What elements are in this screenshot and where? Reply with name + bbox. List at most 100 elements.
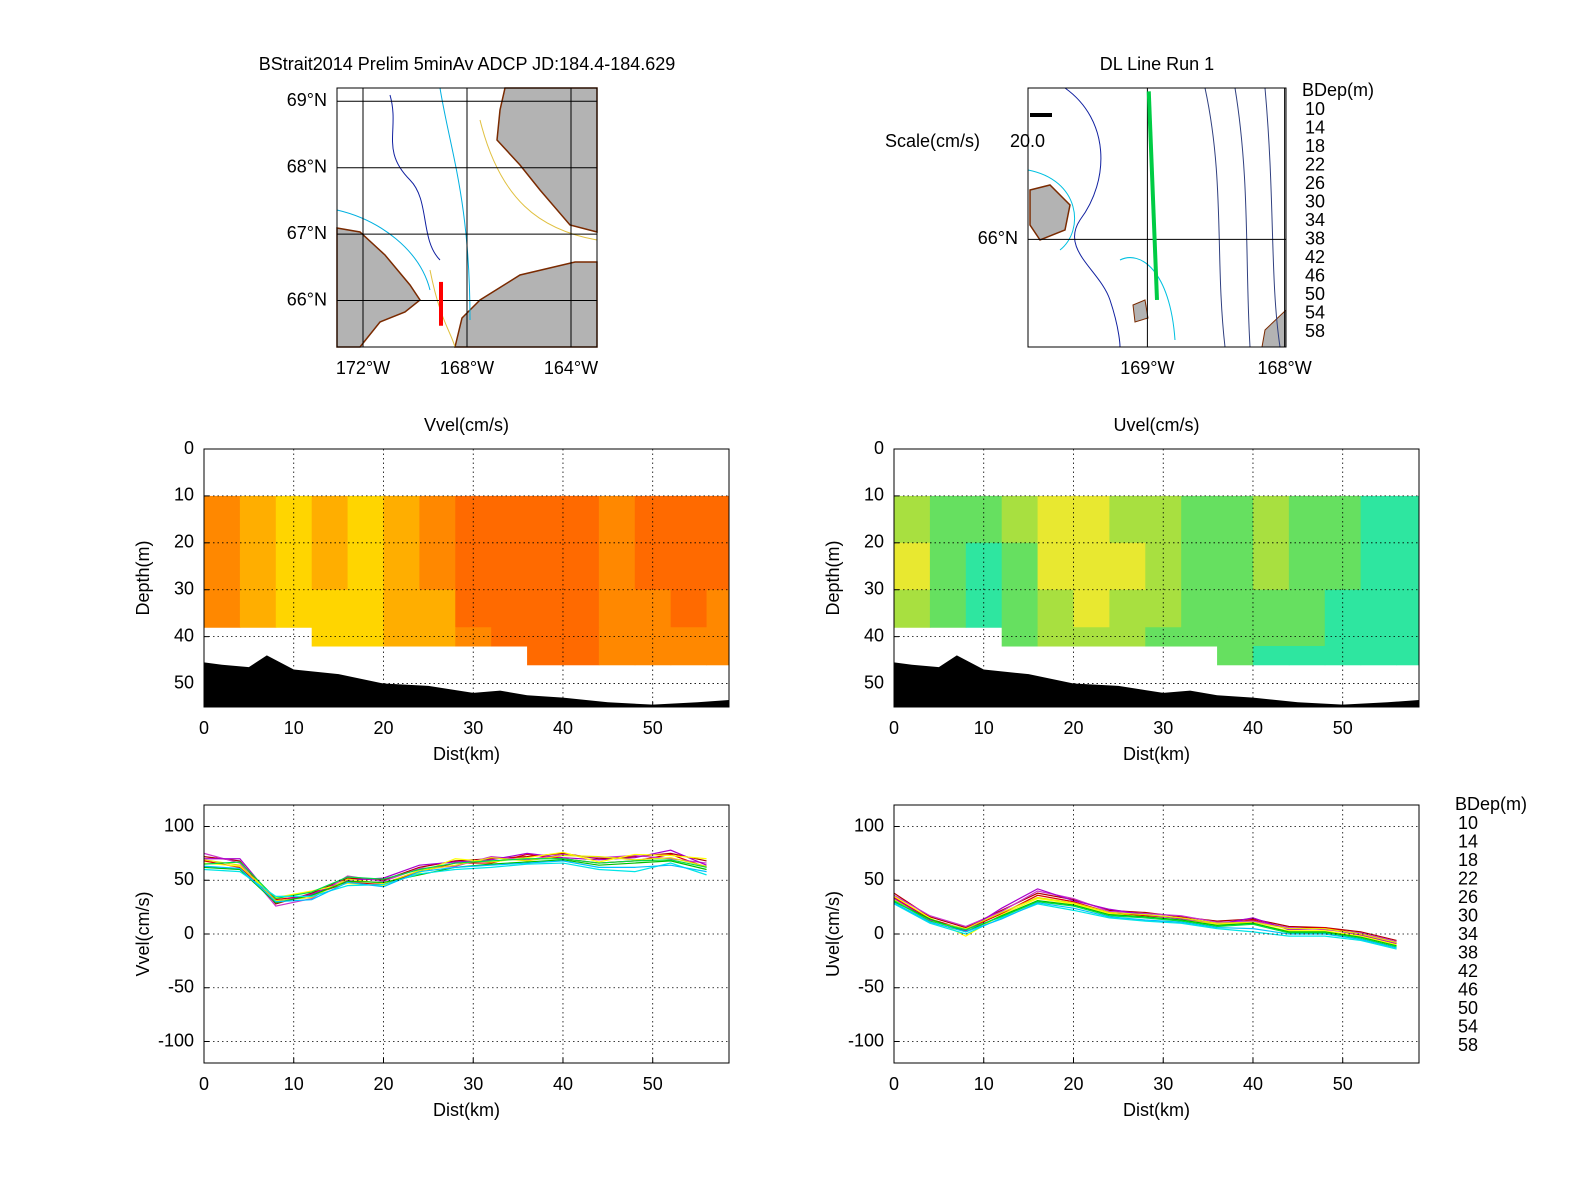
- field-cell: [562, 646, 600, 666]
- field-cell: [1288, 495, 1326, 544]
- field-cell: [1073, 627, 1110, 647]
- legend-entry: 10: [1305, 99, 1325, 119]
- field-cell: [929, 495, 967, 544]
- y-tick-label: -50: [858, 977, 884, 997]
- field-cell: [894, 589, 931, 628]
- field-cell: [1181, 627, 1218, 647]
- y-tick-label: 69°N: [287, 90, 327, 110]
- y-tick-label: 0: [874, 438, 884, 458]
- legend-entry: 14: [1458, 831, 1478, 851]
- scale-value: 20.0: [1010, 131, 1045, 151]
- field-cell: [562, 495, 600, 544]
- field-cell: [1288, 589, 1326, 628]
- field-cell: [239, 542, 277, 591]
- field-cell: [491, 495, 528, 544]
- y-tick-label: 50: [864, 869, 884, 889]
- x-tick-label: 0: [889, 1074, 899, 1094]
- x-tick-label: 10: [974, 1074, 994, 1094]
- field-cell: [419, 542, 456, 591]
- series-line: [893, 894, 1397, 944]
- bottom-topography: [204, 655, 729, 707]
- series-line: [893, 900, 1397, 947]
- field-cell: [1324, 627, 1362, 647]
- x-tick-label: 10: [284, 718, 304, 738]
- field-cell: [562, 627, 600, 647]
- field-cell: [670, 495, 708, 544]
- field-cell: [1037, 589, 1074, 628]
- chart-title: BStrait2014 Prelim 5minAv ADCP JD:184.4-…: [259, 54, 676, 74]
- land: [454, 261, 598, 348]
- contour-line: [429, 119, 598, 348]
- series-line: [203, 851, 707, 899]
- x-tick-label: 10: [974, 718, 994, 738]
- field-cell: [419, 495, 456, 544]
- y-tick-label: 10: [864, 485, 884, 505]
- x-tick-label: 168°W: [1258, 358, 1312, 378]
- field-cell: [562, 542, 600, 591]
- field-cell: [1109, 589, 1146, 628]
- contour-line: [1064, 87, 1121, 348]
- y-tick-label: 50: [174, 672, 194, 692]
- field-cell: [929, 542, 967, 591]
- field-cell: [1360, 627, 1398, 647]
- legend-entry: 26: [1458, 887, 1478, 907]
- field-cell: [383, 627, 420, 647]
- x-axis-label: Dist(km): [433, 744, 500, 764]
- field-cell: [1360, 542, 1398, 591]
- field-cell: [1360, 495, 1398, 544]
- field-cell: [1181, 589, 1218, 628]
- field-cell: [491, 589, 528, 628]
- plot-frame: [203, 448, 730, 708]
- field-cell: [1324, 589, 1362, 628]
- x-tick-label: 50: [643, 718, 663, 738]
- field-cell: [929, 589, 967, 628]
- chart-title: Uvel(cm/s): [1114, 415, 1200, 435]
- field-cell: [1252, 627, 1290, 647]
- field-cell: [670, 542, 708, 591]
- legend-entry: 10: [1458, 813, 1478, 833]
- x-tick-label: 30: [1153, 718, 1173, 738]
- land: [1132, 299, 1149, 323]
- y-tick-label: 40: [864, 625, 884, 645]
- y-tick-label: 66°N: [978, 228, 1018, 248]
- field-cell: [491, 542, 528, 591]
- y-tick-label: -100: [158, 1030, 194, 1050]
- series-line: [893, 896, 1397, 944]
- field-cell: [1181, 542, 1218, 591]
- field-cell: [1073, 495, 1110, 544]
- field-cell: [1001, 627, 1039, 647]
- y-tick-label: -50: [168, 977, 194, 997]
- legend-entry: 54: [1305, 302, 1325, 322]
- field-cell: [1288, 646, 1326, 666]
- field-cell: [1181, 495, 1218, 544]
- field-cell: [1396, 589, 1420, 628]
- field-cell: [965, 589, 1003, 628]
- field-cell: [1073, 542, 1110, 591]
- y-tick-label: 50: [174, 869, 194, 889]
- field-cell: [455, 589, 492, 628]
- map-land: [336, 87, 1287, 348]
- legend-entry: 42: [1305, 247, 1325, 267]
- field-cell: [347, 542, 384, 591]
- y-tick-label: 0: [184, 438, 194, 458]
- series-line: [203, 862, 707, 897]
- y-axis-label: Vvel(cm/s): [133, 892, 153, 977]
- field-cell: [1288, 542, 1326, 591]
- y-axis-label: Depth(m): [823, 540, 843, 615]
- legend-entry: 50: [1305, 284, 1325, 304]
- field-cell: [383, 542, 420, 591]
- legend-entry: 34: [1305, 210, 1325, 230]
- field-cell: [706, 589, 730, 628]
- legend-entry: 46: [1458, 979, 1478, 999]
- y-tick-label: 100: [164, 815, 194, 835]
- field-cell: [527, 542, 564, 591]
- field-cell: [1252, 589, 1290, 628]
- field-cell: [1252, 495, 1290, 544]
- contour-line: [1027, 169, 1176, 341]
- legend-entry: 18: [1458, 850, 1478, 870]
- land: [1261, 308, 1287, 348]
- series-line: [893, 900, 1397, 948]
- chart-title: DL Line Run 1: [1100, 54, 1214, 74]
- y-tick-label: 40: [174, 625, 194, 645]
